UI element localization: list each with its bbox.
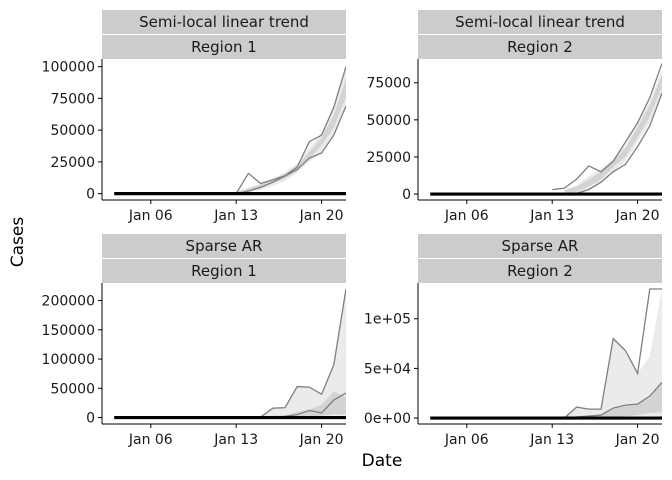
x-tick-label: Jan 20 [299,208,344,224]
y-axis-title: Cases [8,217,28,268]
x-axis-title: Date [362,451,403,471]
facet-label: Region 2 [507,38,573,56]
facet-strip [418,259,662,283]
forecast-draw-line [564,92,662,195]
y-tick-label: 0 [402,187,411,203]
y-tick-label: 100000 [42,60,95,76]
forecast-draw-line [248,288,346,419]
facet-label: Semi-local linear trend [455,13,625,31]
x-tick-label: Jan 06 [128,208,173,224]
y-tick-label: 50000 [366,113,411,129]
y-tick-label: 200000 [42,294,95,310]
y-tick-label: 75000 [50,91,95,107]
y-tick-label: 0 [86,411,95,427]
facet-strip [418,10,662,34]
interval-band-inner [248,391,346,418]
facet-label: Region 1 [191,262,257,280]
facet-strip [418,35,662,59]
x-tick-label: Jan 06 [444,432,489,448]
interval-band-outer [564,69,662,195]
plot-area [430,288,662,420]
facet-label: Region 1 [191,38,257,56]
facet-label: Sparse AR [186,237,263,255]
y-tick-label: 0e+00 [364,411,411,427]
x-tick-label: Jan 13 [529,208,574,224]
facet-strip [102,35,346,59]
x-tick-label: Jan 13 [213,208,258,224]
y-tick-label: 5e+04 [364,361,411,377]
y-tick-label: 25000 [50,155,95,171]
y-tick-label: 25000 [366,150,411,166]
y-tick-label: 1e+05 [364,312,411,328]
y-tick-label: 100000 [42,352,95,368]
panel-3: Sparse AR Region 1 0 50000 100000 150000 20000… [42,234,346,448]
forecast-draw-line [236,105,346,195]
x-tick-label: Jan 13 [213,432,258,448]
facet-strip [418,234,662,258]
panel-1: Semi-local linear trend Region 1 0 25000 500… [42,10,346,224]
facet-strip [102,259,346,283]
x-tick-label: Jan 20 [615,432,660,448]
x-tick-label: Jan 06 [128,432,173,448]
plot-area [114,288,346,420]
forecast-draw-line [235,66,346,194]
x-tick-label: Jan 13 [529,432,574,448]
facet-label: Semi-local linear trend [139,13,309,31]
interval-band-outer [564,289,662,418]
plot-area [430,63,662,196]
facet-strip [102,10,346,34]
facet-strip [102,234,346,258]
x-tick-label: Jan 20 [615,208,660,224]
y-tick-label: 75000 [366,76,411,92]
interval-band-inner [564,382,662,418]
x-tick-label: Jan 20 [299,432,344,448]
forecast-draw-line [552,63,662,191]
y-tick-label: 50000 [50,381,95,397]
facet-label: Sparse AR [502,237,579,255]
facet-label: Region 2 [507,262,573,280]
panel-2: Semi-local linear trend Region 2 0 25000 500… [366,10,662,224]
y-tick-label: 50000 [50,123,95,139]
forecast-draw-line [563,288,662,419]
plot-area [114,66,346,196]
y-tick-label: 0 [86,187,95,203]
panel-4: Sparse AR Region 2 0e+00 5e+04 1e+05 Jan 06 Ja… [364,234,662,448]
interval-band-outer [236,69,346,194]
x-tick-label: Jan 06 [444,208,489,224]
y-tick-label: 150000 [42,323,95,339]
